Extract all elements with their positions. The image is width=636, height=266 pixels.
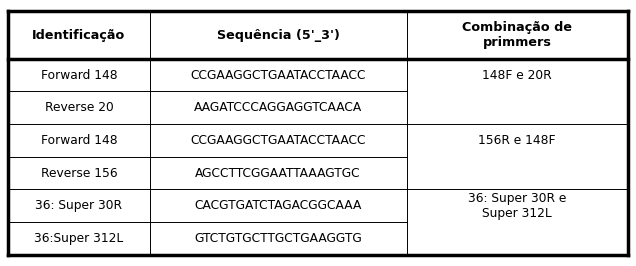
Text: AAGATCCCAGGAGGTCAACA: AAGATCCCAGGAGGTCAACA [194,101,362,114]
Text: Combinação de
primmers: Combinação de primmers [462,21,572,49]
Text: 36: Super 30R e
Super 312L: 36: Super 30R e Super 312L [468,192,566,220]
Text: Reverse 156: Reverse 156 [41,167,117,180]
Text: CCGAAGGCTGAATACCTAACC: CCGAAGGCTGAATACCTAACC [190,134,366,147]
Text: CACGTGATCTAGACGGCAAA: CACGTGATCTAGACGGCAAA [195,199,362,212]
Text: 148F e 20R: 148F e 20R [482,69,552,82]
Text: CCGAAGGCTGAATACCTAACC: CCGAAGGCTGAATACCTAACC [190,69,366,82]
Text: 156R e 148F: 156R e 148F [478,134,556,147]
Text: Forward 148: Forward 148 [41,69,117,82]
Text: Sequência (5'_3'): Sequência (5'_3') [217,28,340,41]
Text: GTCTGTGCTTGCTGAAGGTG: GTCTGTGCTTGCTGAAGGTG [194,232,362,245]
Text: Forward 148: Forward 148 [41,134,117,147]
Text: 36: Super 30R: 36: Super 30R [36,199,122,212]
Text: Reverse 20: Reverse 20 [45,101,113,114]
Text: 36:Super 312L: 36:Super 312L [34,232,123,245]
Text: AGCCTTCGGAATTAAAGTGC: AGCCTTCGGAATTAAAGTGC [195,167,361,180]
Text: Identificação: Identificação [32,28,125,41]
